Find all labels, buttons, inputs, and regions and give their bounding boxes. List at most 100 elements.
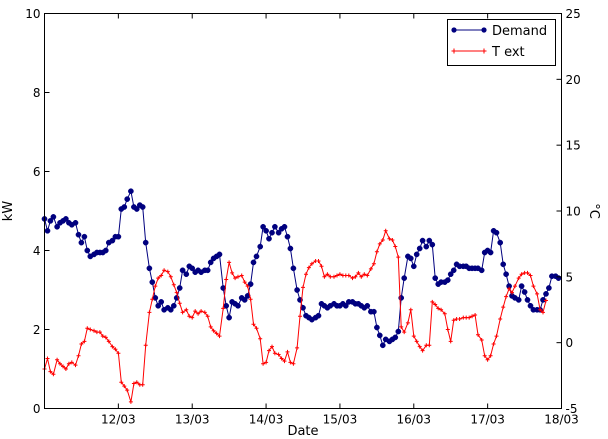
data-point-demand: [416, 245, 423, 252]
data-point-demand: [450, 267, 457, 274]
data-point-t-ext: [208, 324, 213, 329]
data-point-t-ext: [476, 332, 480, 337]
data-point-t-ext: [177, 301, 182, 306]
y-left-tick-label: 6: [33, 165, 41, 179]
data-point-demand: [266, 235, 272, 242]
data-point-demand: [515, 297, 522, 303]
data-point-t-ext: [140, 382, 145, 387]
y-left-tick-label: 10: [25, 7, 40, 21]
data-point-t-ext: [171, 282, 176, 287]
data-point-demand: [102, 247, 109, 254]
data-point-demand: [81, 233, 88, 240]
data-point-t-ext: [346, 273, 351, 278]
data-point-t-ext: [482, 353, 487, 358]
legend-box: [447, 19, 556, 66]
series-t-ext: [42, 228, 548, 404]
data-point-demand: [54, 223, 60, 230]
data-point-demand: [155, 302, 162, 309]
legend-samples: [451, 27, 487, 54]
data-point-demand: [398, 295, 405, 301]
data-point-t-ext: [504, 294, 509, 299]
data-point-t-ext: [116, 351, 121, 356]
data-point-demand: [426, 237, 433, 244]
data-point-t-ext: [433, 302, 438, 307]
data-point-t-ext: [242, 280, 247, 285]
data-point-demand: [272, 223, 278, 230]
series-demand: [41, 188, 562, 349]
data-point-t-ext: [264, 360, 269, 365]
data-point-t-ext: [448, 339, 453, 344]
data-point-t-ext: [494, 334, 499, 339]
y-axis-left-label: kW: [1, 201, 16, 222]
data-point-demand: [84, 247, 91, 254]
y-axis-right-label: °C: [586, 203, 601, 219]
data-point-demand: [115, 233, 122, 240]
legend[interactable]: Demand T ext: [447, 19, 556, 66]
data-point-t-ext: [285, 349, 290, 354]
data-point-demand: [518, 283, 525, 289]
data-point-demand: [540, 297, 546, 303]
data-point-demand: [342, 302, 349, 309]
data-point-demand: [432, 275, 439, 281]
data-point-demand: [63, 216, 69, 222]
y-left-tick-label: 4: [33, 244, 41, 258]
data-point-t-ext: [457, 317, 462, 321]
data-point-demand: [253, 253, 260, 260]
x-tick-label: 15/03: [323, 413, 358, 427]
data-point-t-ext: [479, 338, 484, 342]
data-point-t-ext: [239, 273, 244, 278]
data-point-demand: [176, 285, 183, 291]
data-point-t-ext: [528, 273, 533, 278]
data-point-t-ext: [525, 270, 530, 275]
data-point-t-ext: [498, 317, 503, 321]
data-point-demand: [521, 289, 528, 295]
data-point-t-ext: [103, 335, 108, 340]
data-point-t-ext: [125, 388, 130, 393]
data-point-t-ext: [322, 274, 327, 279]
data-point-t-ext: [97, 330, 102, 335]
data-point-demand: [407, 255, 414, 262]
data-point-demand: [287, 245, 294, 252]
data-point-t-ext: [184, 307, 189, 312]
y-right-tick-label: 25: [566, 7, 581, 21]
data-point-demand: [128, 188, 134, 195]
data-point-demand: [524, 297, 531, 303]
data-point-t-ext: [61, 364, 65, 369]
data-point-t-ext: [119, 380, 124, 385]
data-point-demand: [275, 229, 282, 236]
data-point-t-ext: [405, 320, 410, 325]
x-tick-label: 17/03: [470, 413, 505, 427]
data-point-t-ext: [147, 310, 152, 315]
data-point-t-ext: [414, 339, 419, 344]
data-point-t-ext: [214, 331, 219, 336]
data-point-demand: [50, 214, 57, 220]
data-point-t-ext: [377, 241, 382, 246]
data-point-t-ext: [106, 339, 111, 344]
legend-marker-demand: [451, 27, 457, 33]
series-layer: [41, 188, 562, 404]
data-point-t-ext: [288, 360, 293, 365]
data-point-t-ext: [301, 285, 305, 290]
data-point-t-ext: [168, 274, 173, 279]
data-point-t-ext: [261, 361, 266, 366]
data-point-demand: [235, 302, 241, 309]
data-point-demand: [281, 223, 288, 230]
data-point-demand: [241, 297, 248, 303]
data-point-t-ext: [387, 236, 392, 241]
data-point-demand: [543, 291, 549, 297]
data-point-t-ext: [442, 311, 447, 316]
data-point-demand: [294, 287, 300, 293]
legend-marker-t-ext: [481, 48, 487, 54]
data-point-t-ext: [531, 284, 536, 289]
data-point-demand: [410, 263, 417, 270]
data-point-demand: [75, 231, 82, 238]
data-point-demand: [527, 302, 534, 309]
data-point-t-ext: [110, 344, 115, 349]
data-point-t-ext: [134, 380, 139, 385]
data-point-demand: [392, 334, 399, 341]
data-point-t-ext: [88, 327, 93, 332]
data-point-t-ext: [368, 266, 373, 271]
data-point-demand: [447, 271, 454, 278]
data-point-t-ext: [258, 336, 263, 341]
